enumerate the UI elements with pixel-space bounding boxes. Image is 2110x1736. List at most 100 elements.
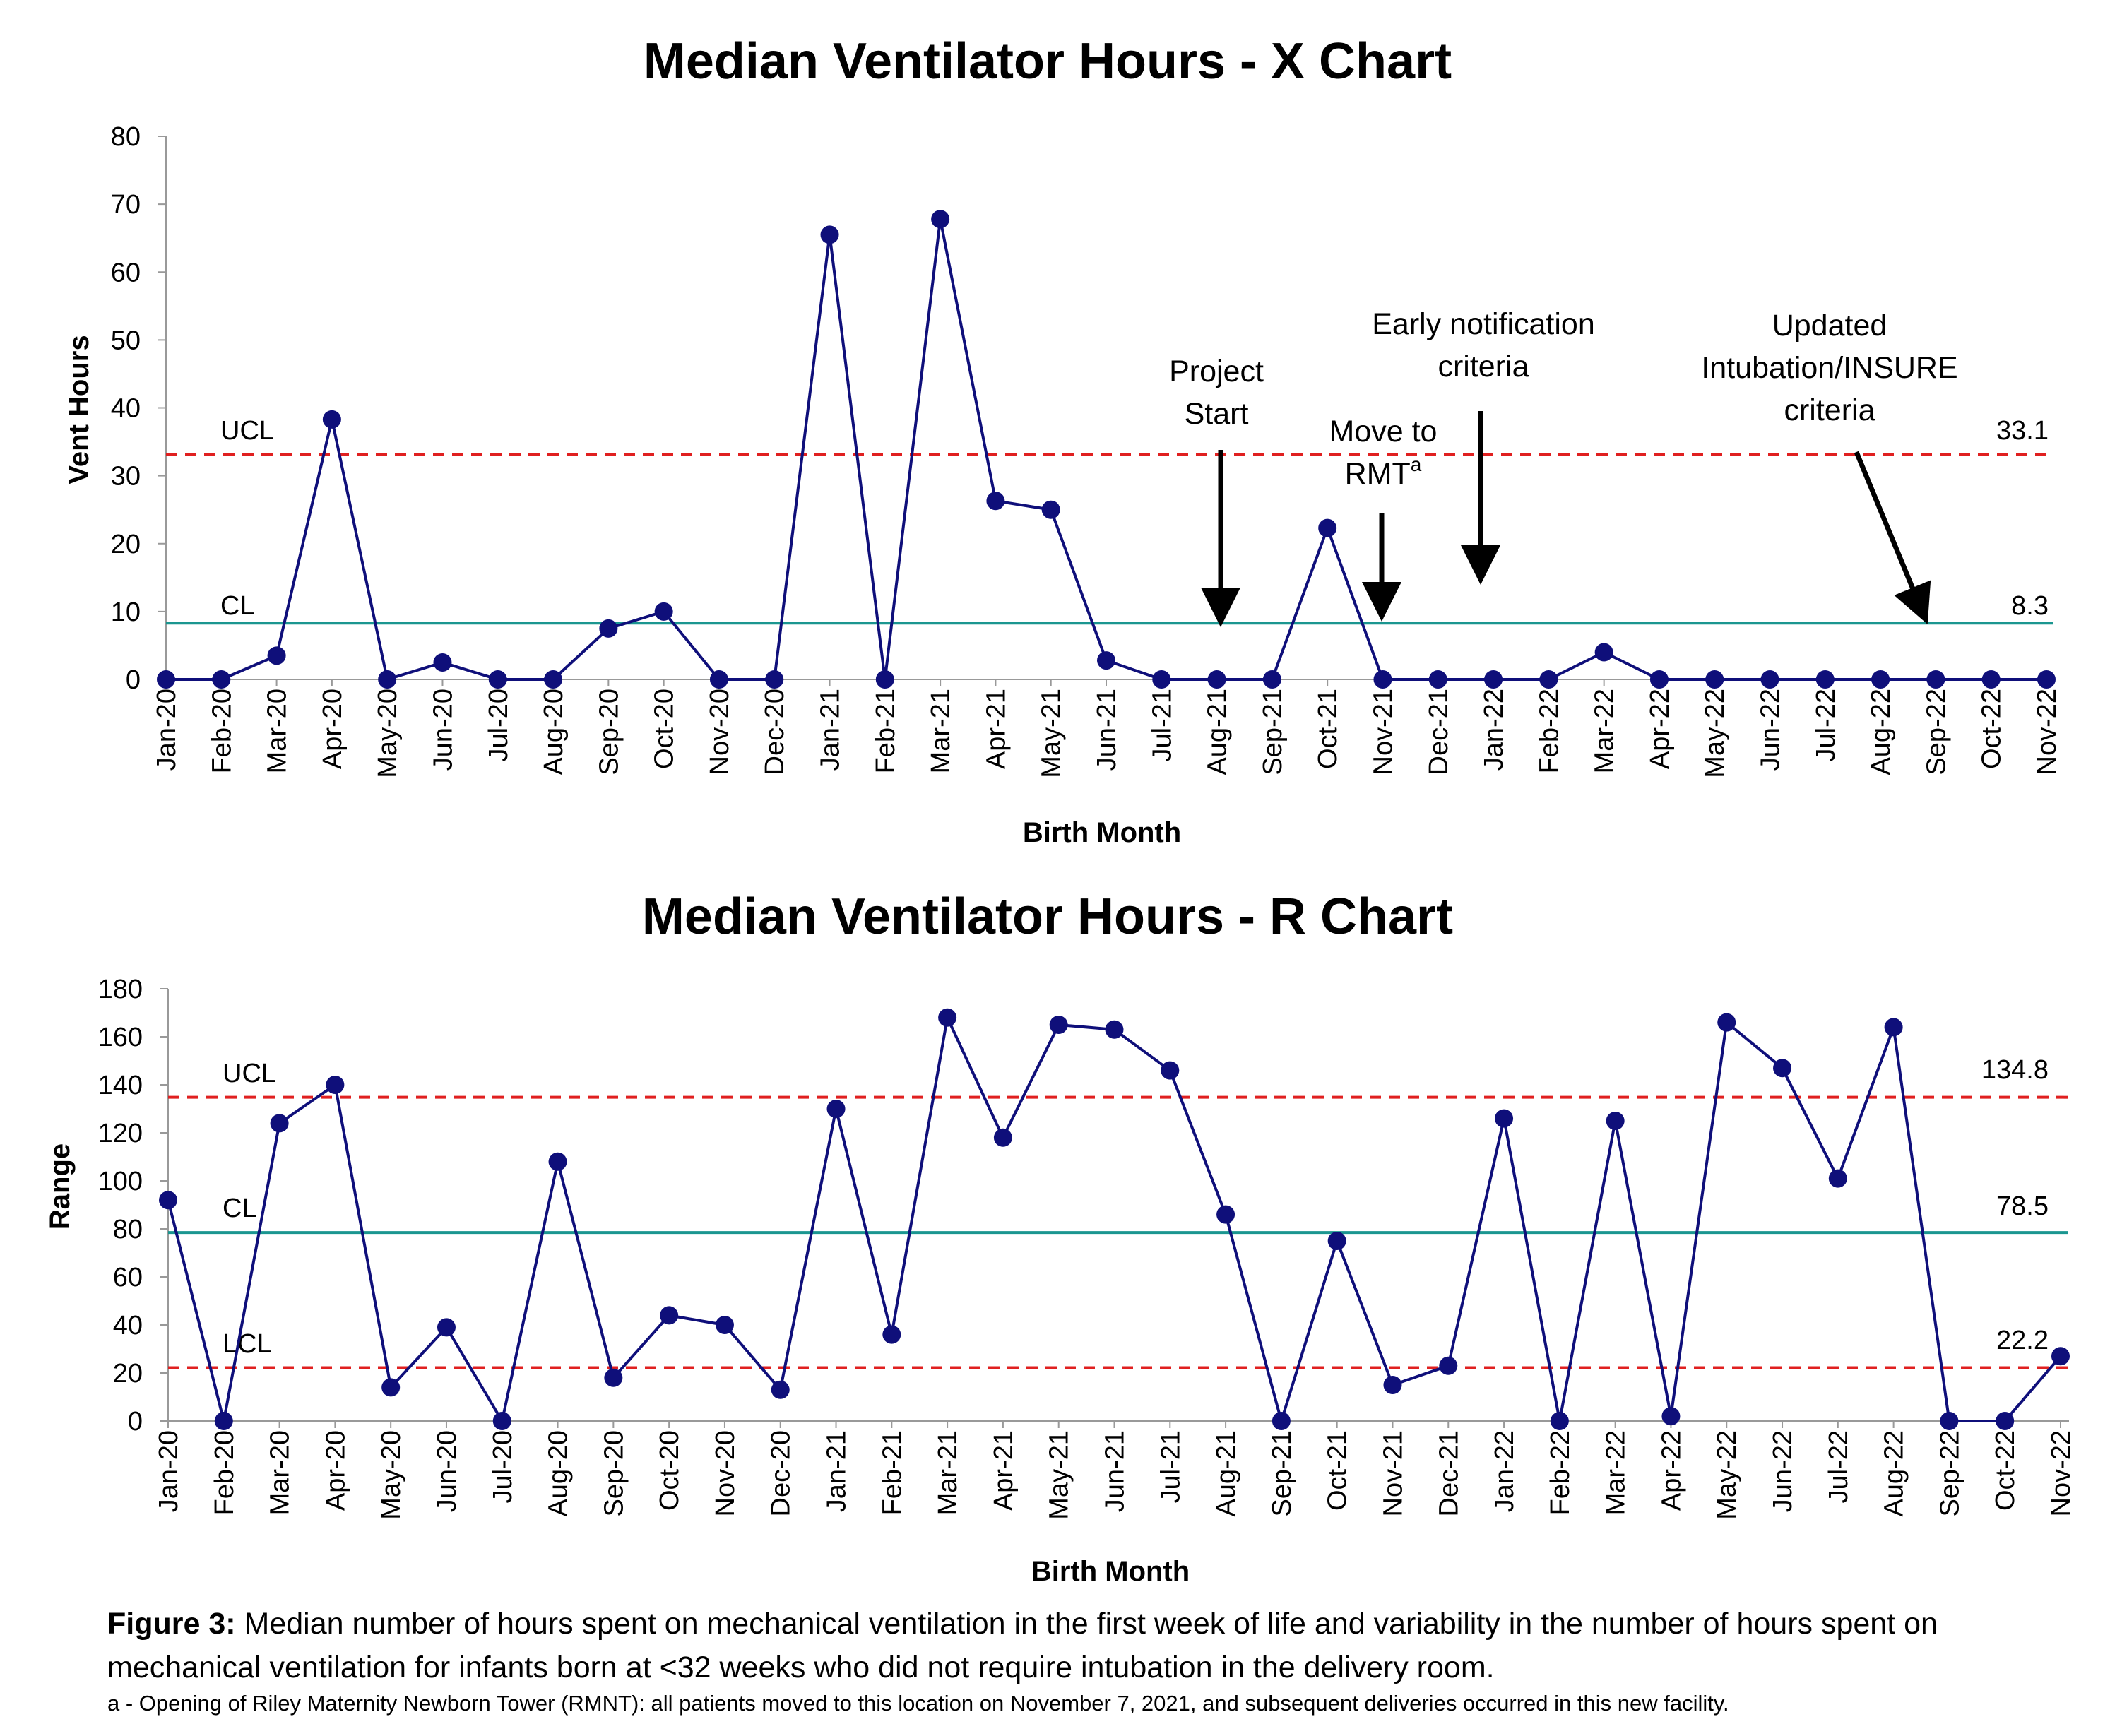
x-tick-label: Aug-22 [1866,689,1896,775]
data-point [1661,1407,1681,1426]
r-chart-xlabel: Birth Month [1031,1556,1190,1587]
x-tick-label: Apr-22 [1656,1430,1686,1511]
caption-label: Figure 3: [107,1607,236,1641]
data-point [214,1412,233,1430]
figure-footnote: a - Opening of Riley Maternity Newborn T… [107,1691,1729,1716]
data-point [326,1076,345,1094]
data-point [1318,518,1337,537]
y-tick-label: 140 [98,1071,143,1100]
r-chart-plot: 0 20 40 60 80 100 120 140 160 180 Jan-20 Feb-20 Mar-… [98,975,2076,1520]
data-point [378,670,397,689]
data-point [1105,1020,1124,1039]
series-line [167,1013,2062,1427]
data-point [654,602,673,621]
y-tick-label: 40 [113,1311,143,1340]
x-chart-title: Median Ventilator Hours - X Chart [644,33,1452,90]
annotation-text: criteria [1438,350,1529,384]
x-tick-label: Aug-20 [539,689,569,775]
data-point [492,1412,511,1430]
cl-label: CL [223,1194,257,1223]
annotation: Updated Intubation/INSURE criteria [1701,309,1958,624]
data-point [993,1128,1012,1147]
y-tick-label: 20 [111,530,141,559]
x-tick-label: Jun-20 [428,689,458,771]
x-tick-label: Feb-22 [1546,1430,1575,1515]
data-point [1216,1205,1235,1224]
y-tick-label: 160 [98,1023,143,1052]
y-tick-label: 100 [98,1167,143,1196]
x-tick-label: Mar-21 [933,1430,963,1515]
x-tick-label: Jul-21 [1147,689,1177,762]
ucl-label: UCL [220,416,274,446]
x-tick-label: Apr-21 [981,689,1011,769]
x-chart-plot: 0 10 20 30 40 50 60 70 80 Jan-20 Feb-20 Mar-20 Apr-2… [111,122,2062,778]
annotation-text: Project [1169,355,1264,388]
x-tick-label: Sep-20 [599,1430,629,1517]
data-point [544,670,563,689]
x-tick-label: Jul-21 [1156,1430,1185,1504]
x-tick-label: Dec-21 [1424,689,1454,775]
x-tick-label: May-20 [377,1430,406,1520]
data-point [433,653,452,672]
data-point [1097,651,1115,670]
x-tick-label: Oct-20 [650,689,680,769]
x-tick-label: Mar-21 [926,689,956,773]
x-tick-label: Mar-20 [266,1430,295,1515]
x-tick-label: Aug-21 [1211,1430,1241,1517]
x-tick-label: Feb-22 [1534,689,1564,773]
r-chart-ylabel: Range [45,1143,76,1230]
x-tick-label: Jul-22 [1824,1430,1854,1504]
x-tick-label: Oct-21 [1313,689,1343,769]
annotation: Project Start [1169,355,1264,627]
x-tick-label: Mar-20 [263,689,292,773]
y-tick-label: 120 [98,1119,143,1148]
data-point [875,670,894,689]
y-tick-label: 60 [111,258,141,287]
data-point [1981,670,2001,689]
data-point [820,225,839,244]
x-tick-label: Oct-22 [1991,1430,2020,1511]
data-point [1550,1412,1569,1430]
x-tick-label: Sep-22 [1921,689,1951,775]
data-point [1262,670,1281,689]
x-tick-label: Mar-22 [1601,1430,1631,1515]
data-point [488,670,507,689]
x-tick-label: Sep-22 [1935,1430,1964,1517]
data-point [270,1114,289,1133]
data-point [1152,670,1171,689]
data-point [604,1368,623,1387]
x-tick-label: Jul-22 [1811,689,1841,762]
x-tick-label: Oct-20 [655,1430,684,1511]
data-point [381,1378,401,1397]
data-point [1594,643,1613,662]
x-tick-label: Apr-20 [321,1430,350,1511]
y-tick-label: 10 [111,598,141,627]
data-point [1439,1356,1458,1375]
data-point [1373,670,1392,689]
data-point [1606,1112,1625,1130]
annotation-text: Intubation/INSURE [1701,351,1957,385]
data-point [1828,1169,1847,1188]
y-tick-label: 70 [111,190,141,220]
annotation-text: Start [1185,397,1249,431]
x-tick-label: Jun-21 [1101,1430,1130,1512]
data-point [1926,670,1945,689]
x-tick-label: Aug-20 [544,1430,574,1517]
annotation-text: Updated [1772,309,1887,343]
x-tick-label: Jan-22 [1490,1430,1519,1512]
x-chart-xlabel: Birth Month [1023,817,1181,848]
lcl-value: 22.2 [1996,1326,2049,1355]
data-point [1207,670,1226,689]
y-tick-label: 180 [98,975,143,1004]
x-tick-label: Apr-21 [989,1430,1019,1511]
x-tick-label: Apr-22 [1645,689,1675,769]
data-point [1161,1061,1180,1080]
data-point [715,1316,734,1334]
x-tick-label: May-21 [1037,689,1067,778]
x-tick-label: Sep-21 [1267,1430,1297,1517]
y-tick-label: 60 [113,1263,143,1292]
data-point [1495,1109,1514,1128]
annotation-text: Early notification [1372,307,1595,341]
data-point [2037,670,2056,689]
x-tick-label: Sep-20 [594,689,624,775]
